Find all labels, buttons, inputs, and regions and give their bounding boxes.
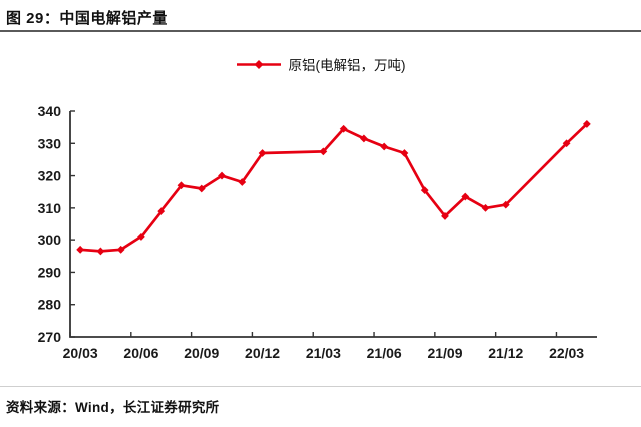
x-tick-label: 21/06 xyxy=(367,345,402,361)
data-point-marker xyxy=(238,178,247,186)
x-tick-label: 21/03 xyxy=(306,345,341,361)
data-point-marker xyxy=(157,207,166,215)
title-divider xyxy=(0,30,641,32)
data-point-marker xyxy=(339,124,348,133)
x-tick-label: 20/03 xyxy=(63,345,98,361)
data-point-marker xyxy=(76,245,85,254)
data-point-marker xyxy=(197,184,206,193)
data-point-marker xyxy=(441,212,449,220)
data-point-marker xyxy=(481,203,490,212)
data-point-marker xyxy=(218,171,226,180)
data-point-marker xyxy=(258,149,267,157)
data-point-marker xyxy=(501,200,510,209)
data-point-marker xyxy=(400,149,409,157)
data-point-marker xyxy=(360,134,368,143)
data-point-marker xyxy=(562,139,571,148)
x-tick-label: 20/09 xyxy=(184,345,219,361)
y-tick-label: 310 xyxy=(38,200,62,216)
y-tick-label: 290 xyxy=(38,264,62,280)
data-point-marker xyxy=(380,142,389,151)
data-point-marker xyxy=(177,181,186,190)
data-point-marker xyxy=(420,186,429,194)
data-point-marker xyxy=(319,147,328,156)
x-tick-label: 22/03 xyxy=(549,345,584,361)
x-tick-label: 20/12 xyxy=(245,345,280,361)
source-note: 资料来源：Wind，长江证券研究所 xyxy=(6,400,220,415)
y-tick-label: 320 xyxy=(38,168,62,184)
legend-line-marker-icon xyxy=(236,59,281,69)
data-point-marker xyxy=(96,247,105,256)
data-point-marker xyxy=(461,192,470,201)
x-tick-label: 20/06 xyxy=(123,345,158,361)
y-tick-label: 270 xyxy=(38,329,62,345)
footer-divider xyxy=(0,386,641,387)
x-tick-label: 21/12 xyxy=(488,345,523,361)
x-tick-label: 21/09 xyxy=(427,345,462,361)
data-point-marker xyxy=(137,233,145,241)
series-line xyxy=(78,122,589,253)
chart-legend: 原铝(电解铝，万吨) xyxy=(0,54,641,74)
y-tick-label: 300 xyxy=(38,232,62,248)
figure-title: 图 29：中国电解铝产量 xyxy=(6,10,168,27)
legend-label: 原铝(电解铝，万吨) xyxy=(288,58,406,73)
y-tick-label: 340 xyxy=(38,103,62,119)
y-tick-label: 280 xyxy=(38,297,62,313)
axis-lines xyxy=(69,111,597,338)
data-point-marker xyxy=(116,245,125,254)
y-tick-label: 330 xyxy=(38,135,62,151)
line-chart: 340 330 320 310 300 290 280 270 20/03 20/06 20/09 2… xyxy=(0,75,641,377)
